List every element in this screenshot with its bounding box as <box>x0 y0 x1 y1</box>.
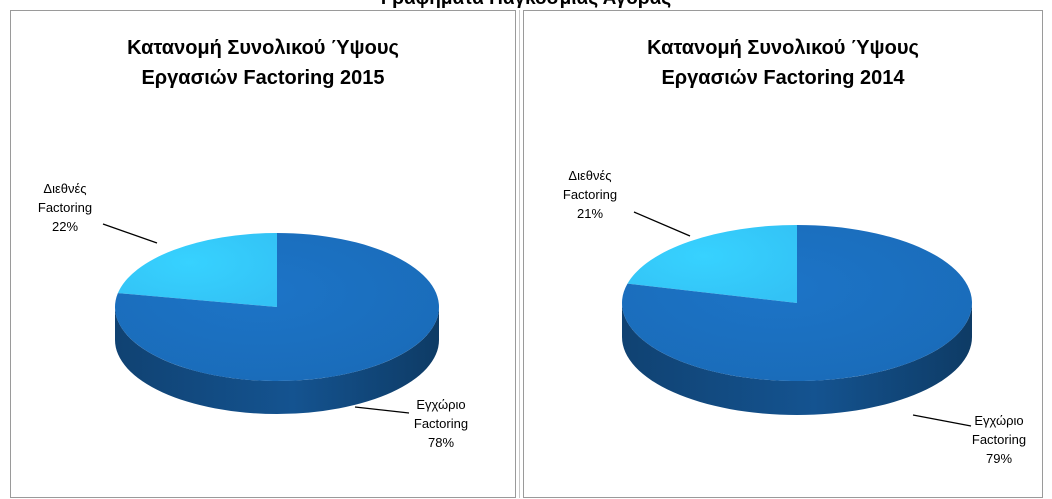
chart-panel-2014: Κατανομή Συνολικού Ύψους Εργασιών Factor… <box>523 10 1043 498</box>
chart-title-line-2: Εργασιών Factoring 2014 <box>661 67 905 89</box>
slice-label-line-1: Διεθνές <box>43 181 87 196</box>
chart-title: Κατανομή Συνολικού Ύψους Εργασιών Factor… <box>524 33 1042 93</box>
data-label-international: Διεθνές Factoring 22% <box>17 179 113 236</box>
chart-panel-2015: Κατανομή Συνολικού Ύψους Εργασιών Factor… <box>10 10 516 498</box>
chart-title-line-2: Εργασιών Factoring 2015 <box>141 67 385 89</box>
slice-label-line-2: Factoring <box>37 200 93 215</box>
page-header: Γραφήματα Παγκόσμιας Αγοράς <box>0 0 1052 11</box>
slice-value-label: 79% <box>985 451 1013 466</box>
slice-label-line-1: Εγχώριο <box>974 413 1024 428</box>
slice-label-line-2: Factoring <box>562 187 618 202</box>
slice-label-line-2: Factoring <box>971 432 1027 447</box>
pie-slice <box>117 233 277 307</box>
slice-value-label: 22% <box>51 219 79 234</box>
slice-label-line-2: Factoring <box>413 416 469 431</box>
chart-title-line-1: Κατανομή Συνολικού Ύψους <box>127 37 399 59</box>
panel-divider <box>519 10 520 498</box>
pie-slice <box>622 225 972 382</box>
data-label-international: Διεθνές Factoring 21% <box>542 166 638 223</box>
leader-line <box>912 414 972 427</box>
data-label-domestic: Εγχώριο Factoring 79% <box>954 411 1044 468</box>
pie-slice <box>114 233 439 381</box>
pie-chart-2015 <box>102 223 439 414</box>
chart-title: Κατανομή Συνολικού Ύψους Εργασιών Factor… <box>11 33 515 93</box>
pie-slice <box>627 225 797 303</box>
slice-value-label: 21% <box>576 206 604 221</box>
leader-line <box>354 406 410 414</box>
slice-label-line-1: Εγχώριο <box>416 397 466 412</box>
pie-slice-side <box>115 307 439 414</box>
leader-line <box>633 211 691 237</box>
pie-chart-2014 <box>622 211 972 427</box>
data-label-domestic: Εγχώριο Factoring 78% <box>396 395 486 452</box>
slice-label-line-1: Διεθνές <box>568 168 612 183</box>
slice-value-label: 78% <box>427 435 455 450</box>
chart-title-line-1: Κατανομή Συνολικού Ύψους <box>647 37 919 59</box>
leader-line <box>102 223 158 244</box>
pie-slice-side <box>622 303 972 415</box>
